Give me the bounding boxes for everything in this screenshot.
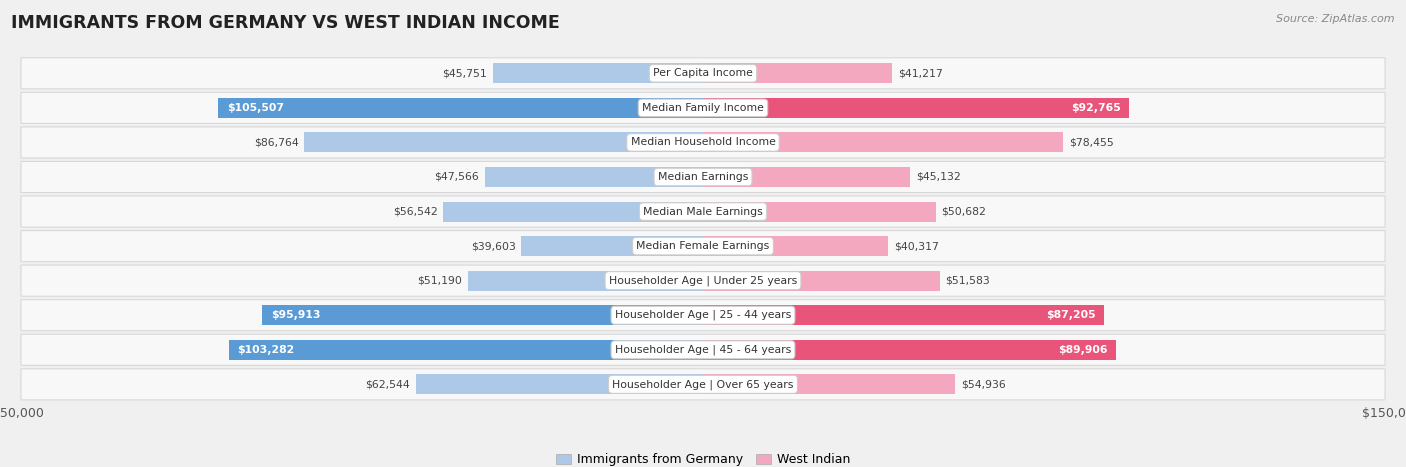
Text: Median Female Earnings: Median Female Earnings — [637, 241, 769, 251]
Text: IMMIGRANTS FROM GERMANY VS WEST INDIAN INCOME: IMMIGRANTS FROM GERMANY VS WEST INDIAN I… — [11, 14, 560, 32]
Text: $51,190: $51,190 — [418, 276, 463, 286]
Text: Source: ZipAtlas.com: Source: ZipAtlas.com — [1277, 14, 1395, 24]
Text: $92,765: $92,765 — [1071, 103, 1121, 113]
Text: Median Household Income: Median Household Income — [630, 137, 776, 148]
Text: $54,936: $54,936 — [960, 379, 1005, 389]
Bar — [703, 202, 936, 221]
FancyBboxPatch shape — [21, 300, 1385, 331]
Bar — [703, 340, 1116, 360]
FancyBboxPatch shape — [21, 196, 1385, 227]
Text: Householder Age | Under 25 years: Householder Age | Under 25 years — [609, 276, 797, 286]
Text: $105,507: $105,507 — [226, 103, 284, 113]
Bar — [703, 305, 1104, 325]
Bar — [703, 64, 893, 83]
Bar — [703, 375, 955, 394]
Text: $39,603: $39,603 — [471, 241, 516, 251]
Bar — [416, 375, 703, 394]
Bar — [305, 133, 703, 152]
FancyBboxPatch shape — [21, 162, 1385, 192]
Bar — [703, 271, 941, 290]
Text: $86,764: $86,764 — [254, 137, 299, 148]
FancyBboxPatch shape — [21, 265, 1385, 296]
Text: $103,282: $103,282 — [236, 345, 294, 355]
FancyBboxPatch shape — [21, 127, 1385, 158]
Bar — [443, 202, 703, 221]
Bar — [218, 98, 703, 118]
Text: $62,544: $62,544 — [366, 379, 411, 389]
Text: $56,542: $56,542 — [394, 206, 437, 217]
FancyBboxPatch shape — [21, 92, 1385, 123]
Bar — [703, 133, 1063, 152]
Text: Householder Age | 45 - 64 years: Householder Age | 45 - 64 years — [614, 345, 792, 355]
Text: $78,455: $78,455 — [1069, 137, 1114, 148]
Text: Householder Age | 25 - 44 years: Householder Age | 25 - 44 years — [614, 310, 792, 320]
Bar — [703, 98, 1129, 118]
Text: $45,132: $45,132 — [915, 172, 960, 182]
Bar — [229, 340, 703, 360]
Text: Median Family Income: Median Family Income — [643, 103, 763, 113]
Bar — [703, 167, 910, 187]
Bar — [468, 271, 703, 290]
Bar — [522, 236, 703, 256]
Text: $95,913: $95,913 — [271, 310, 321, 320]
Text: Per Capita Income: Per Capita Income — [652, 68, 754, 78]
Text: $45,751: $45,751 — [443, 68, 488, 78]
Text: $89,906: $89,906 — [1059, 345, 1108, 355]
Text: $47,566: $47,566 — [434, 172, 479, 182]
Bar — [263, 305, 703, 325]
Text: $51,583: $51,583 — [945, 276, 990, 286]
Text: Median Male Earnings: Median Male Earnings — [643, 206, 763, 217]
Text: $40,317: $40,317 — [894, 241, 939, 251]
Text: $50,682: $50,682 — [941, 206, 986, 217]
Bar — [494, 64, 703, 83]
FancyBboxPatch shape — [21, 334, 1385, 365]
Bar — [703, 236, 889, 256]
Bar — [485, 167, 703, 187]
FancyBboxPatch shape — [21, 231, 1385, 262]
Text: Householder Age | Over 65 years: Householder Age | Over 65 years — [612, 379, 794, 389]
Text: $41,217: $41,217 — [898, 68, 942, 78]
Text: Median Earnings: Median Earnings — [658, 172, 748, 182]
Legend: Immigrants from Germany, West Indian: Immigrants from Germany, West Indian — [551, 448, 855, 467]
FancyBboxPatch shape — [21, 58, 1385, 89]
FancyBboxPatch shape — [21, 369, 1385, 400]
Text: $87,205: $87,205 — [1046, 310, 1095, 320]
